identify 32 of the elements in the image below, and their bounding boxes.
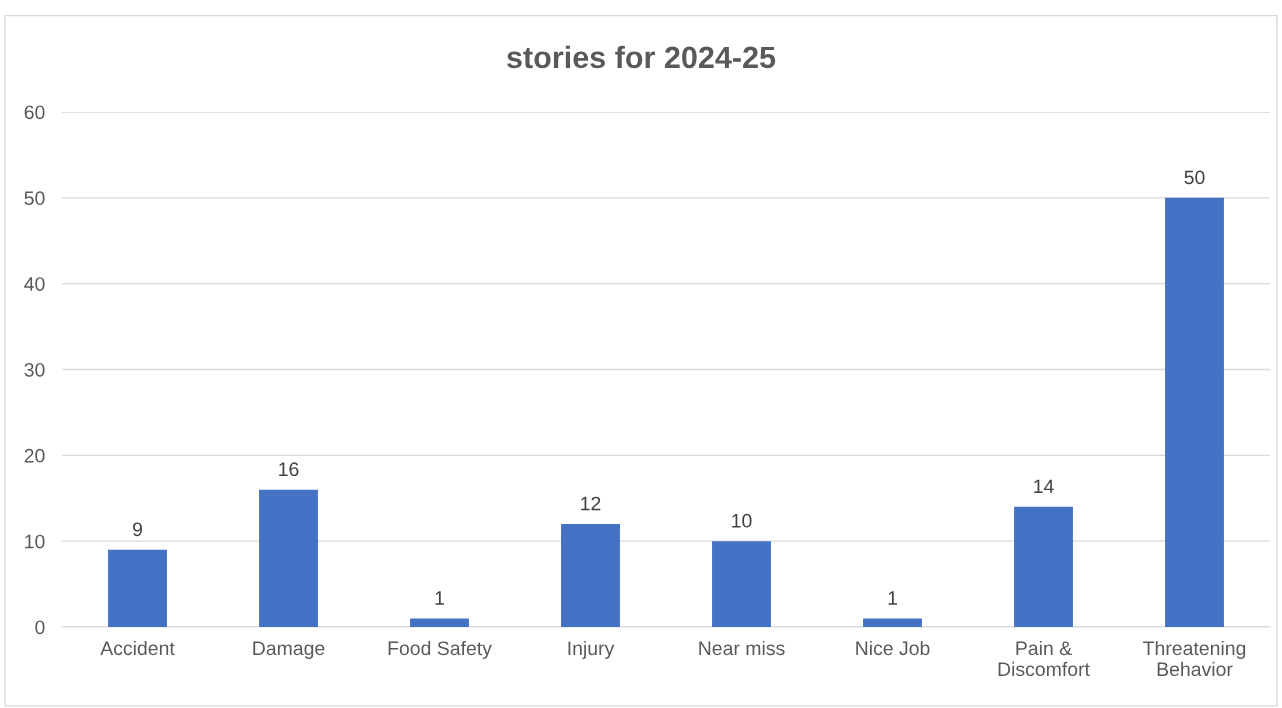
bar	[259, 489, 318, 627]
y-tick-label: 40	[24, 277, 45, 291]
bar	[863, 618, 922, 627]
y-tick-label: 50	[24, 191, 45, 206]
y-tick-label: 30	[24, 362, 45, 377]
data-label: 1	[888, 591, 897, 605]
bar	[108, 549, 167, 627]
x-tick-label: Threatening Behavior	[1143, 640, 1246, 677]
y-tick-label: 60	[24, 105, 45, 120]
x-tick-label: Accident	[100, 640, 175, 656]
y-tick-label: 0	[35, 620, 45, 635]
x-tick-label: Damage	[253, 641, 325, 660]
data-label: 16	[279, 462, 299, 477]
bar	[712, 541, 771, 627]
bar	[1014, 506, 1073, 627]
y-tick-label: 20	[24, 448, 45, 463]
data-label: 1	[435, 591, 444, 605]
data-label: 14	[1034, 479, 1054, 494]
data-label: 50	[1184, 170, 1205, 185]
bar	[561, 524, 620, 627]
x-tick-label: Injury	[568, 640, 615, 660]
x-tick-label: Pain & Discomfort	[998, 640, 1090, 677]
data-label: 10	[732, 513, 752, 528]
chart-title: stories for 2024-25	[507, 45, 776, 69]
x-tick-label: Food Safety	[388, 640, 492, 660]
data-label: 9	[133, 522, 142, 537]
x-tick-label: Nice Job	[856, 640, 930, 656]
y-tick-label: 10	[25, 534, 45, 549]
x-tick-label: Near miss	[699, 640, 785, 656]
data-label: 12	[581, 496, 601, 511]
bar	[1165, 197, 1224, 627]
bar	[410, 618, 469, 627]
